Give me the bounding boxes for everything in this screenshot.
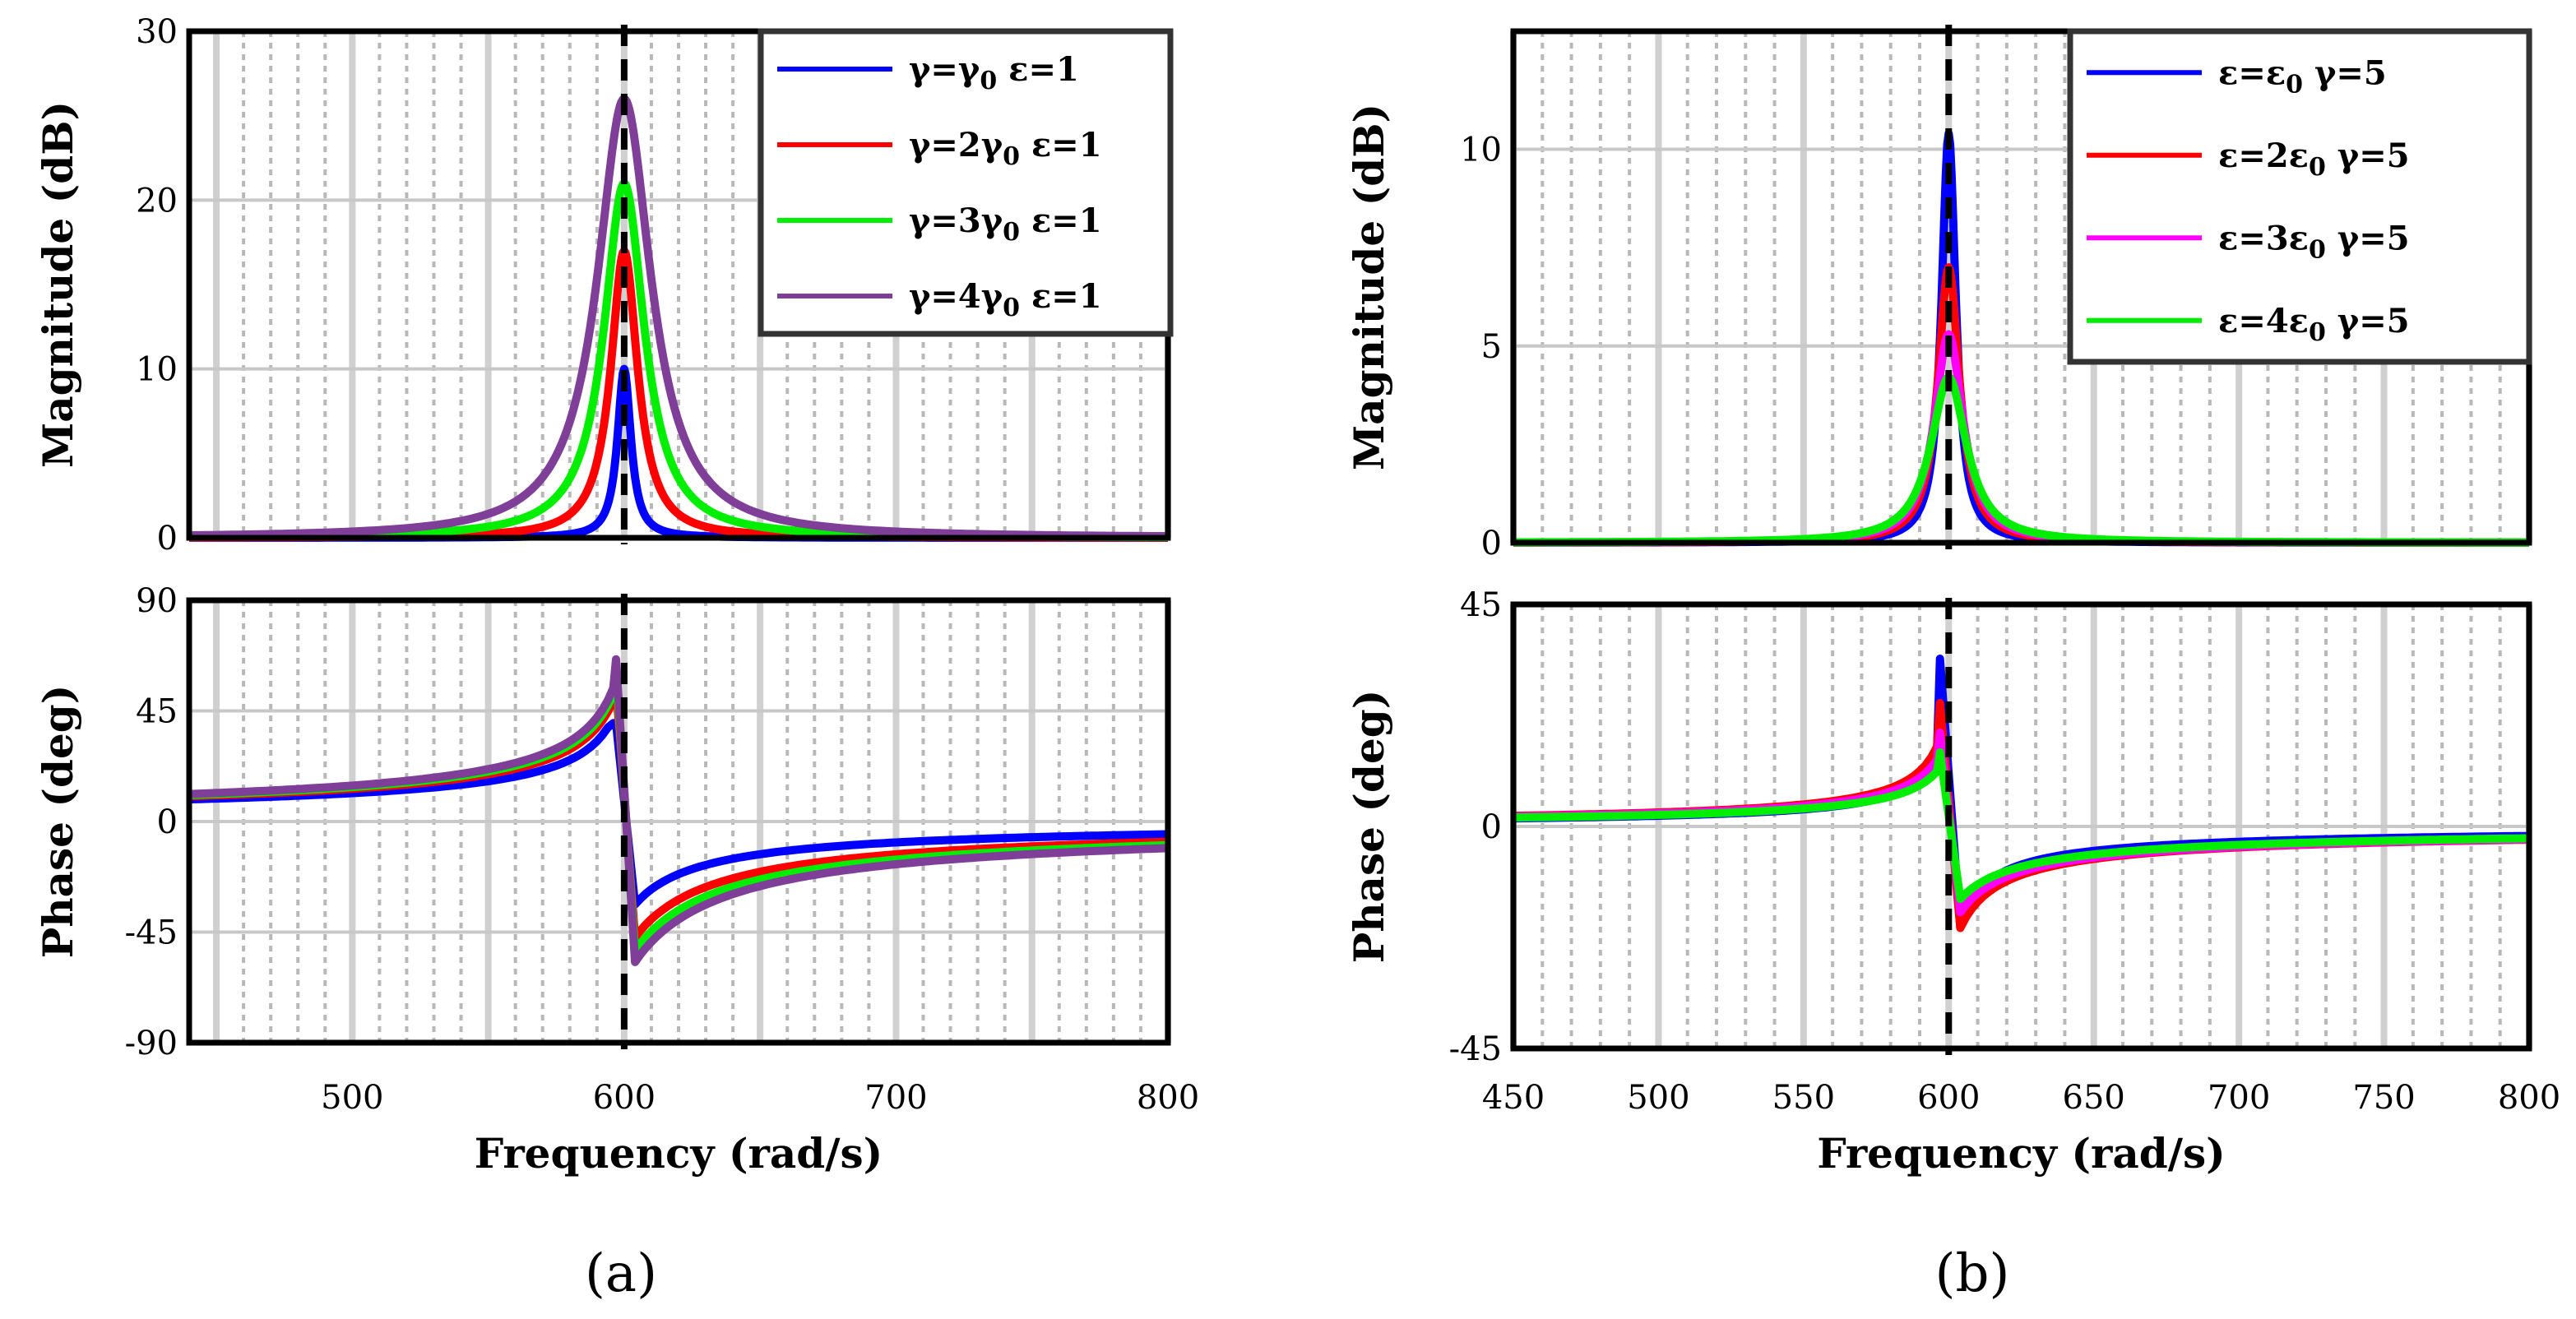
y-tick-label: -45 [125, 914, 178, 952]
axes-frame [186, 597, 1171, 1046]
legend-text: ε=ε [2218, 53, 2286, 92]
axes-frame [1510, 601, 2532, 1052]
x-tick-label: 650 [2063, 1079, 2125, 1117]
legend-text: γ=4γ [909, 277, 1003, 316]
x-tick-label: 750 [2352, 1079, 2415, 1117]
phase-series-line [1513, 748, 2530, 904]
x-tick-label: 550 [1772, 1079, 1835, 1117]
legend-entry: γ=γ0 ε=1 [909, 50, 1079, 95]
legend-entry: ε=3ε0 γ=5 [2218, 219, 2410, 264]
y-tick-label: 20 [136, 182, 178, 220]
legend-text: γ=3γ [909, 201, 1003, 240]
legend-subscript: 0 [2309, 153, 2326, 182]
legend-text: ε=4ε [2218, 302, 2309, 340]
phase-y-axis-label: Phase (deg) [1345, 690, 1393, 964]
legend-text: ε=1 [997, 50, 1079, 89]
legend-subscript: 0 [2309, 235, 2326, 264]
x-tick-label: 600 [593, 1079, 656, 1117]
y-tick-label: 45 [136, 693, 178, 731]
legend-entry: γ=2γ0 ε=1 [909, 126, 1102, 171]
legend-entry: ε=ε0 γ=5 [2218, 53, 2387, 99]
legend-text: γ=2γ [909, 126, 1003, 164]
legend-subscript: 0 [1003, 142, 1020, 171]
x-axis-label: Frequency (rad/s) [475, 1129, 883, 1178]
x-tick-label: 500 [1627, 1079, 1689, 1117]
y-tick-label: 90 [136, 582, 178, 620]
x-tick-label: 500 [321, 1079, 383, 1117]
legend-text: γ=5 [2326, 219, 2410, 257]
y-tick-label: 30 [136, 13, 178, 51]
y-tick-label: -45 [1449, 1030, 1502, 1068]
x-axis-label: Frequency (rad/s) [1817, 1129, 2226, 1178]
legend-text: ε=1 [1020, 201, 1102, 240]
legend-box [758, 28, 1174, 337]
legend-text: γ=5 [2326, 137, 2410, 175]
legend-entry: ε=2ε0 γ=5 [2218, 137, 2410, 182]
y-tick-label: 45 [1460, 586, 1502, 624]
phase-panel-a: -90 -45 0 45 90 Phase (deg) [34, 582, 1171, 1062]
legend-entry: γ=3γ0 ε=1 [909, 201, 1102, 247]
subfigure-caption: (b) [1935, 1243, 2010, 1304]
legend-box [2067, 28, 2532, 365]
chart-a: 0 10 20 30 Magnitude (dB) -90 -45 0 45 90 Phase (d… [34, 13, 1199, 1304]
legend: γ=γ0 ε=1γ=2γ0 ε=1γ=3γ0 ε=1γ=4γ0 ε=1 [758, 28, 1174, 337]
magnitude-y-axis-label: Magnitude (dB) [34, 101, 82, 468]
magnitude-series-line [188, 95, 1169, 541]
chart-b: 0 5 10 Magnitude (dB) -45 0 45 Phase (deg) 450 50… [1345, 25, 2560, 1304]
legend-entry: ε=4ε0 γ=5 [2218, 302, 2410, 347]
x-tick-label: 800 [1137, 1079, 1199, 1117]
legend-text: γ=5 [2326, 302, 2410, 340]
legend-text: ε=3ε [2218, 219, 2309, 257]
legend-text: ε=2ε [2218, 137, 2309, 175]
phase-y-axis-label: Phase (deg) [34, 685, 82, 959]
magnitude-y-axis-label: Magnitude (dB) [1345, 104, 1393, 470]
y-tick-label: -90 [125, 1025, 178, 1062]
x-tick-label: 450 [1482, 1079, 1545, 1117]
y-tick-label: 0 [1481, 808, 1502, 846]
y-tick-label: 0 [157, 803, 178, 841]
x-tick-label: 600 [1917, 1079, 1980, 1117]
legend-text: ε=1 [1020, 126, 1102, 164]
legend-entry: γ=4γ0 ε=1 [909, 277, 1102, 322]
y-tick-label: 0 [157, 520, 178, 558]
legend-subscript: 0 [2309, 318, 2326, 347]
phase-series-line [188, 655, 1169, 966]
legend-text: ε=1 [1020, 277, 1102, 316]
subfigure-caption: (a) [585, 1243, 657, 1304]
y-tick-label: 5 [1481, 328, 1502, 366]
legend-subscript: 0 [980, 67, 997, 95]
x-tick-label: 700 [864, 1079, 927, 1117]
y-tick-label: 0 [1481, 525, 1502, 562]
x-tick-label: 700 [2208, 1079, 2270, 1117]
legend-subscript: 0 [1003, 294, 1020, 322]
legend: ε=ε0 γ=5ε=2ε0 γ=5ε=3ε0 γ=5ε=4ε0 γ=5 [2067, 28, 2532, 365]
legend-text: γ=γ [909, 50, 980, 89]
phase-panel-b: -45 0 45 Phase (deg) [1345, 586, 2532, 1068]
phase-series-line [188, 719, 1169, 909]
legend-subscript: 0 [1003, 218, 1020, 247]
y-tick-label: 10 [1460, 132, 1502, 169]
y-tick-label: 10 [136, 351, 178, 389]
legend-subscript: 0 [2286, 70, 2303, 99]
legend-text: γ=5 [2303, 53, 2387, 92]
x-tick-label: 800 [2498, 1079, 2560, 1117]
